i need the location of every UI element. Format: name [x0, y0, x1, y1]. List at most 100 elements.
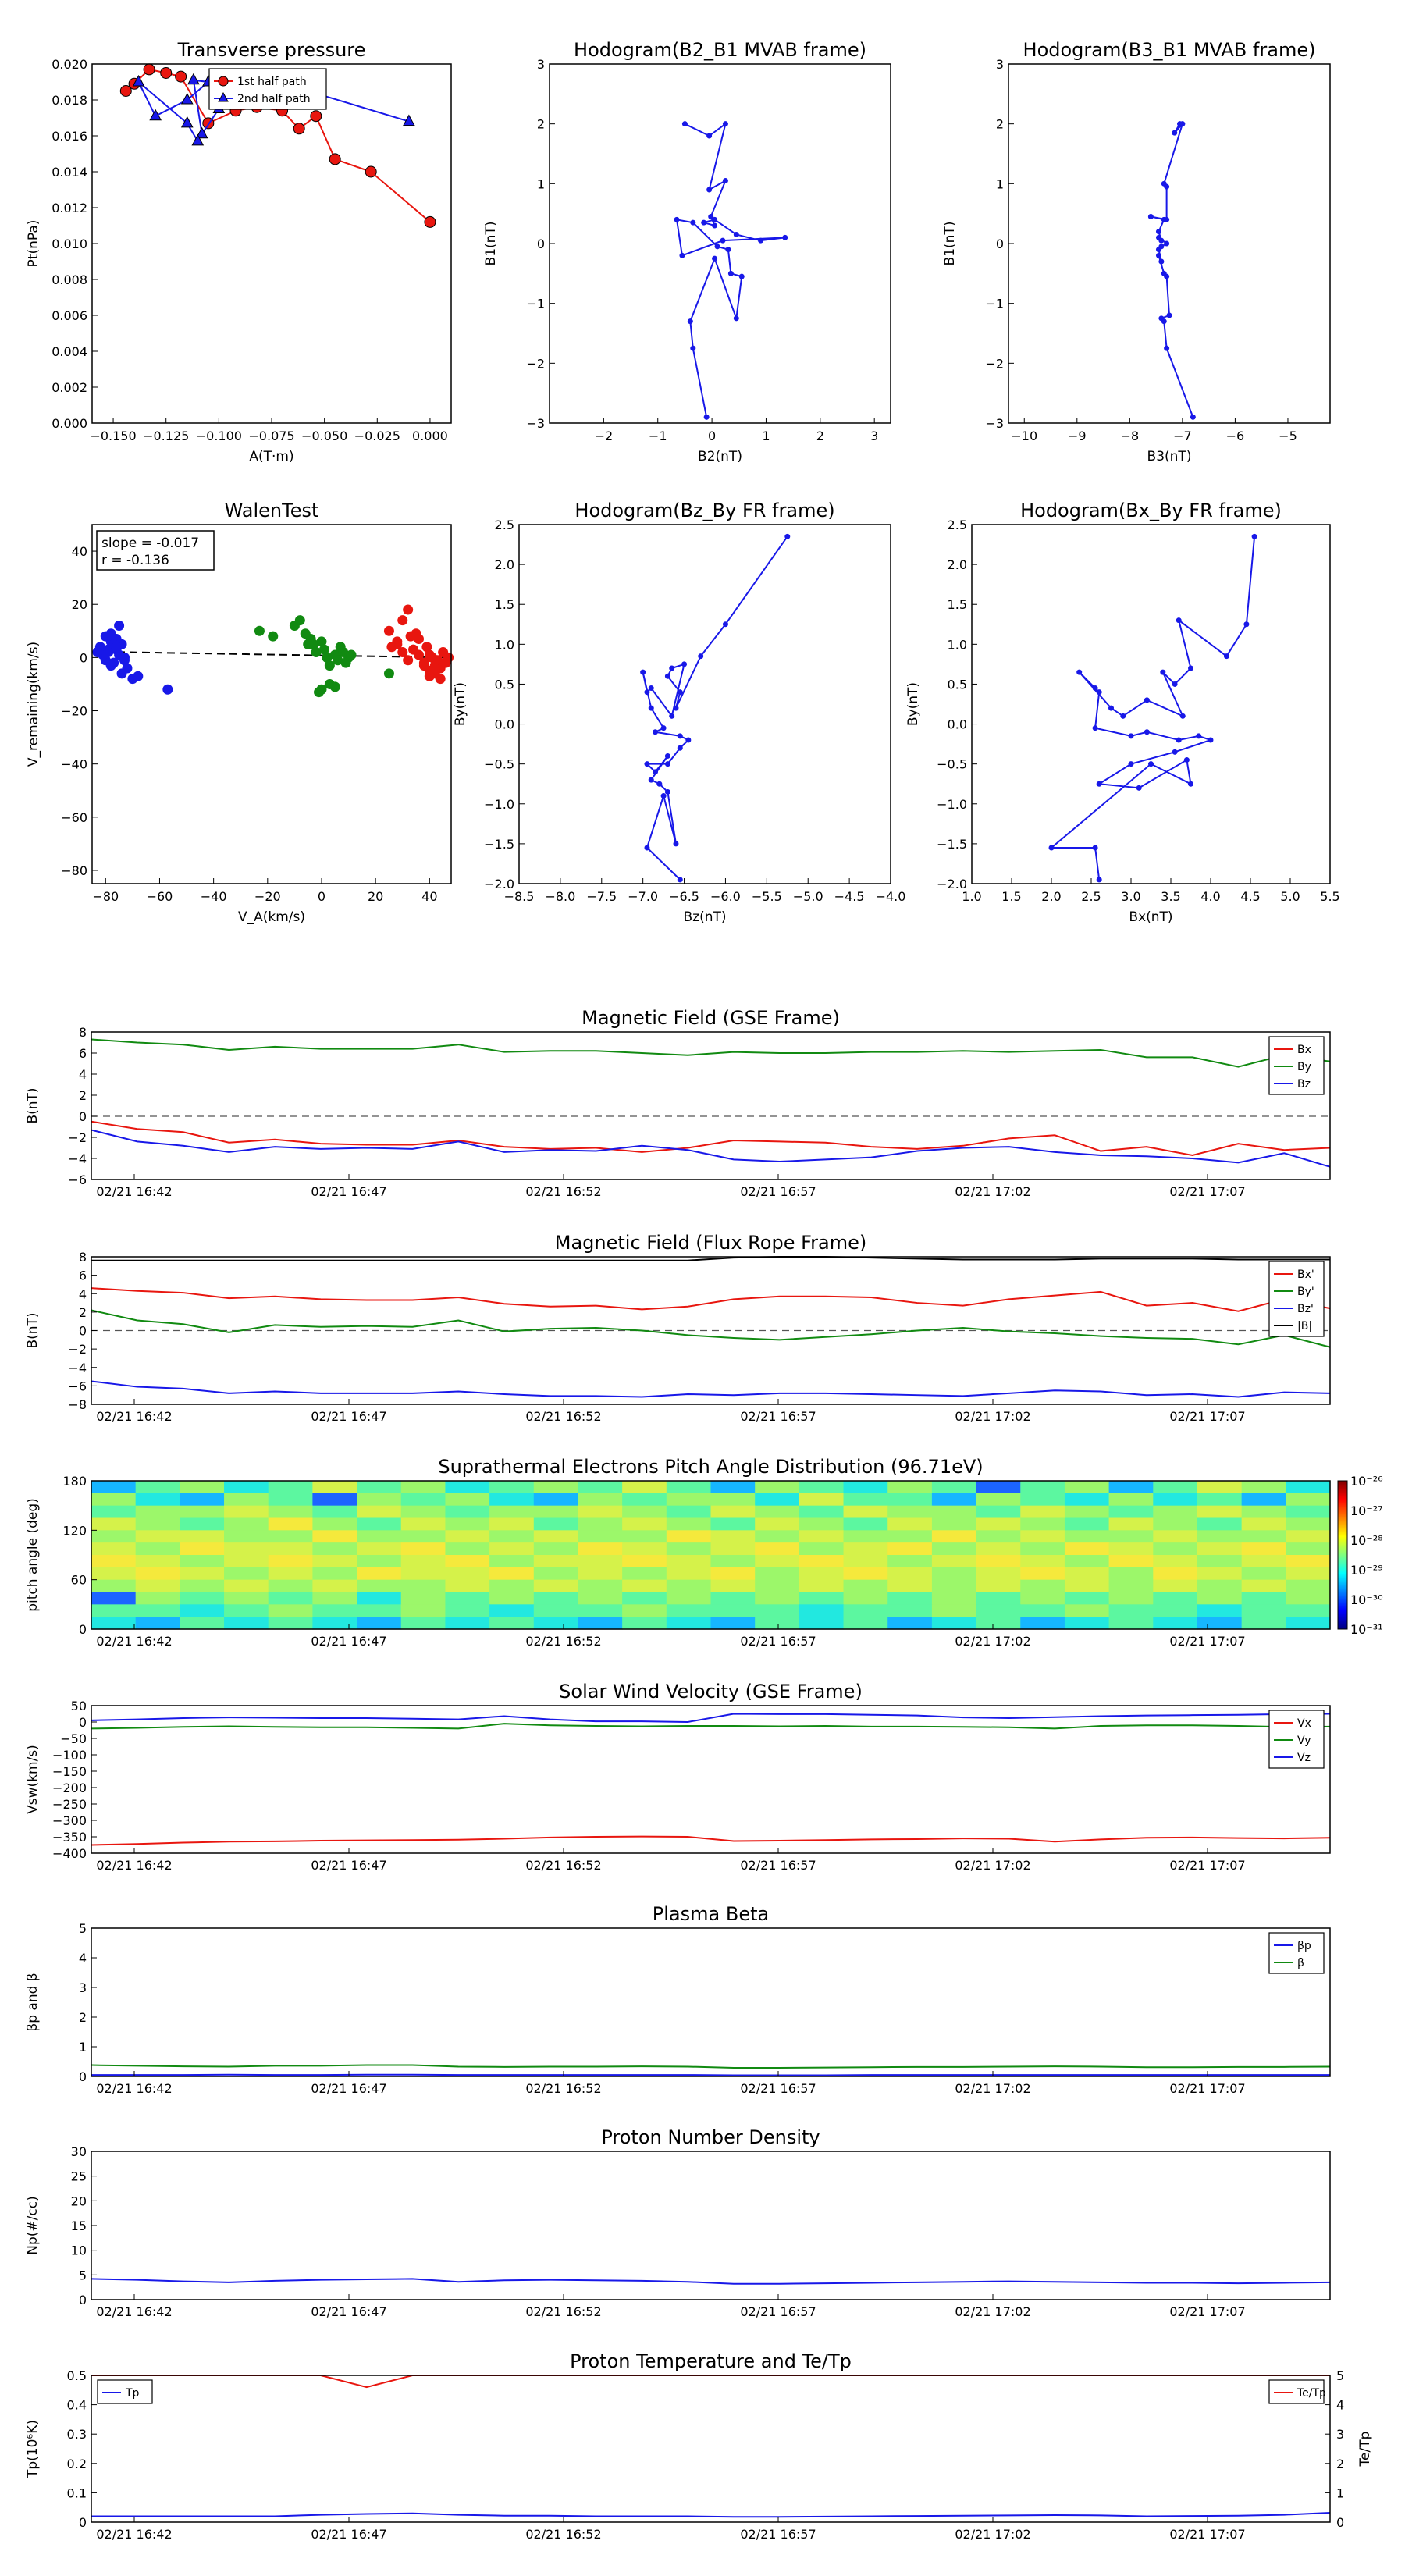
y-tick-label: 0.5 [67, 2368, 87, 2383]
heatmap-cell [622, 1555, 667, 1568]
heatmap-cell [1020, 1530, 1065, 1543]
series-0 [91, 1120, 1331, 1156]
heatmap-cell [976, 1493, 1021, 1507]
y-tick-label: −40 [61, 757, 87, 772]
y-tick-label: 2.0 [495, 557, 514, 572]
heatmap-cell [666, 1530, 712, 1543]
x-tick-label: −7 [1173, 429, 1192, 443]
data-point [1208, 737, 1214, 743]
y-tick-label: −4 [68, 1361, 87, 1375]
colorbar-label: 10⁻³⁰ [1350, 1592, 1383, 1607]
data-point [1176, 617, 1182, 624]
y-tick-label: 5 [79, 2268, 87, 2282]
time-tick-label: 02/21 17:07 [1169, 1858, 1245, 1873]
chart-vsw: Solar Wind Velocity (GSE Frame) −400−350 −… [25, 1681, 1331, 1873]
heatmap-cell [1108, 1517, 1154, 1531]
series-2 [91, 1380, 1331, 1398]
data-point [703, 414, 710, 420]
data-point [1166, 312, 1172, 318]
data-point [92, 647, 103, 658]
x-tick-label: −4.5 [834, 889, 865, 904]
y-tick-label: 2.0 [948, 557, 967, 572]
heatmap-cell [224, 1517, 269, 1531]
heatmap-cell [135, 1481, 180, 1494]
y-tick-label: 4 [79, 1951, 87, 1966]
heatmap-cell [224, 1505, 269, 1519]
chart-title: Hodogram(Bx_By FR frame) [1020, 500, 1282, 521]
y-tick-label: 1.0 [948, 637, 967, 652]
y-tick-label: 0 [79, 1324, 87, 1339]
heatmap-cell [400, 1542, 446, 1556]
heatmap-cell [976, 1604, 1021, 1617]
heatmap-cell [578, 1493, 623, 1507]
y-tick-label: 3 [996, 57, 1004, 72]
heatmap-cell [755, 1481, 800, 1494]
heatmap-cell [578, 1567, 623, 1581]
heatmap-cell [268, 1517, 313, 1531]
fit-line [91, 650, 452, 659]
heatmap-cell [1241, 1567, 1286, 1581]
data-point [1223, 653, 1229, 660]
heatmap-cell [710, 1592, 756, 1605]
series-line [91, 1723, 1331, 1730]
x-axis-label: B2(nT) [698, 449, 742, 464]
data-point [132, 74, 145, 87]
chart-beta: Plasma Beta 0 1 2 3 4 5 βp and β 02/21 16:42 02/2… [25, 1903, 1331, 2096]
heatmap-cell [357, 1505, 402, 1519]
data-point [1179, 121, 1186, 127]
heatmap-cell [931, 1617, 977, 1630]
series-0 [674, 121, 788, 420]
heatmap-cell [533, 1579, 579, 1593]
heatmap-cell [180, 1592, 225, 1605]
heatmap-cell [489, 1567, 535, 1581]
heatmap-cell [976, 1579, 1021, 1593]
heatmap-cell [445, 1481, 490, 1494]
y-tick-label: 0 [79, 2293, 87, 2307]
data-point [429, 663, 440, 674]
time-tick-label: 02/21 16:52 [525, 1409, 601, 1424]
y-tick-label: 10 [71, 2243, 87, 2258]
y-tick-label: −80 [61, 863, 87, 878]
colorbar [1337, 1480, 1348, 1630]
y-tick-label: −150 [52, 1764, 87, 1779]
heatmap-cell [755, 1542, 800, 1556]
data-point [708, 214, 714, 219]
heatmap-cell [1108, 1592, 1154, 1605]
heatmap-cell [268, 1567, 313, 1581]
y-tick-label: 0.010 [52, 237, 87, 251]
data-point [1147, 214, 1154, 219]
chart-title: Proton Temperature and Te/Tp [570, 2350, 852, 2372]
data-point [180, 116, 194, 128]
heatmap-cell [1020, 1542, 1065, 1556]
heatmap-cell [1108, 1481, 1154, 1494]
data-point [1164, 183, 1170, 190]
heatmap-cell [622, 1567, 667, 1581]
heatmap-cell [976, 1481, 1021, 1494]
data-point [160, 67, 173, 79]
heatmap-cell [1241, 1579, 1286, 1593]
x-tick-label: −0.150 [90, 429, 136, 443]
x-tick-label: −0.025 [354, 429, 400, 443]
heatmap-cell [666, 1567, 712, 1581]
data-point [1096, 689, 1102, 696]
heatmap-cell [578, 1617, 623, 1630]
heatmap-cell [887, 1604, 933, 1617]
y-tick-label: −2 [985, 356, 1004, 371]
heatmap-cell [843, 1517, 888, 1531]
heatmap-cell [445, 1604, 490, 1617]
y-tick-label: −400 [52, 1846, 87, 1861]
heatmap-cell [666, 1592, 712, 1605]
heatmap-cell [887, 1505, 933, 1519]
series-0 [91, 2278, 1331, 2285]
heatmap-cell [1286, 1505, 1331, 1519]
time-tick-label: 02/21 16:42 [96, 1634, 172, 1649]
heatmap-cell [180, 1579, 225, 1593]
heatmap-cell [976, 1567, 1021, 1581]
heatmap-cell [710, 1517, 756, 1531]
y-tick-label: −1.0 [937, 797, 967, 812]
y-tick-label: −20 [61, 704, 87, 719]
x-tick-label: −4.0 [876, 889, 906, 904]
heatmap-cell [312, 1592, 357, 1605]
heatmap-cell [1108, 1617, 1154, 1630]
heatmap-cell [843, 1604, 888, 1617]
